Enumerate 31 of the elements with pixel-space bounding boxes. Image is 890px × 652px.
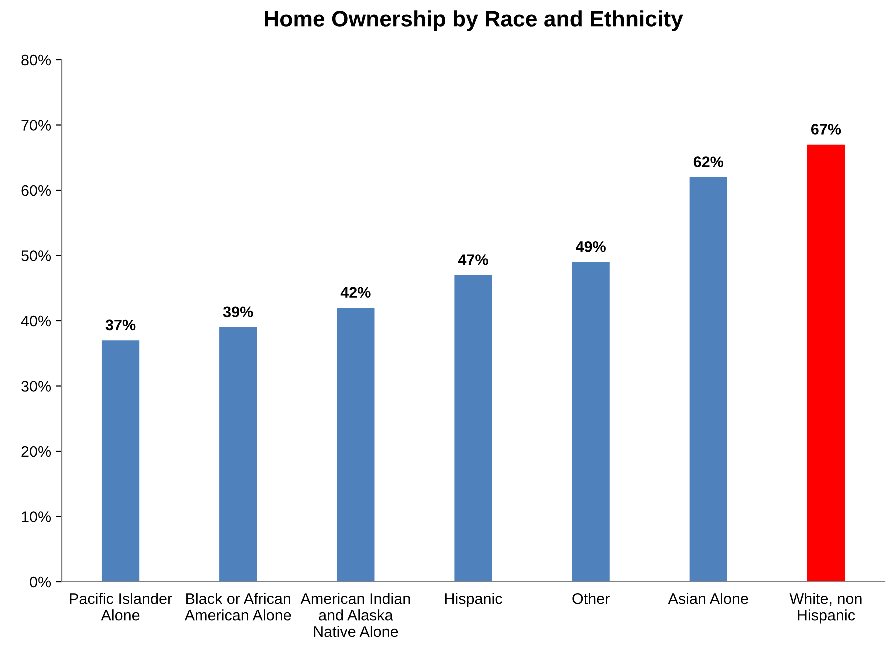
x-tick-label: Other xyxy=(572,593,610,604)
data-label: 67% xyxy=(811,124,842,135)
data-label: 39% xyxy=(223,306,254,318)
bar xyxy=(102,340,140,582)
y-tick-label: 50% xyxy=(22,250,52,262)
data-label: 62% xyxy=(694,156,724,168)
y-tick-label: 30% xyxy=(22,381,52,392)
x-tick-label: American Indian and Alaska Native Alone xyxy=(300,593,410,638)
y-tick-label: 40% xyxy=(21,316,52,327)
data-label: 37% xyxy=(106,320,136,331)
data-label: 42% xyxy=(340,287,371,298)
chart-title: Home Ownership by Race and Ethnicity xyxy=(265,10,684,32)
y-tick-label: 0% xyxy=(30,576,52,588)
x-tick-label: Pacific Islander Alone xyxy=(70,593,172,621)
data-label: 47% xyxy=(458,254,488,266)
bar xyxy=(572,262,610,582)
bar xyxy=(690,177,728,582)
bar xyxy=(807,144,846,582)
x-tick-label: Asian Alone xyxy=(668,593,748,604)
x-tick-label: Hispanic xyxy=(445,593,502,608)
bar xyxy=(220,328,258,582)
x-tick-label: White, non Hispanic xyxy=(790,593,862,624)
y-tick-label: 60% xyxy=(22,185,52,196)
y-tick-label: 10% xyxy=(22,512,52,522)
y-tick-label: 80% xyxy=(22,54,52,66)
data-label: 49% xyxy=(576,241,606,252)
x-tick-label: Black or African American Alone xyxy=(184,593,292,621)
y-tick-label: 20% xyxy=(22,446,52,458)
y-tick-label: 70% xyxy=(22,120,52,131)
bar xyxy=(337,308,375,582)
bar xyxy=(454,275,492,582)
